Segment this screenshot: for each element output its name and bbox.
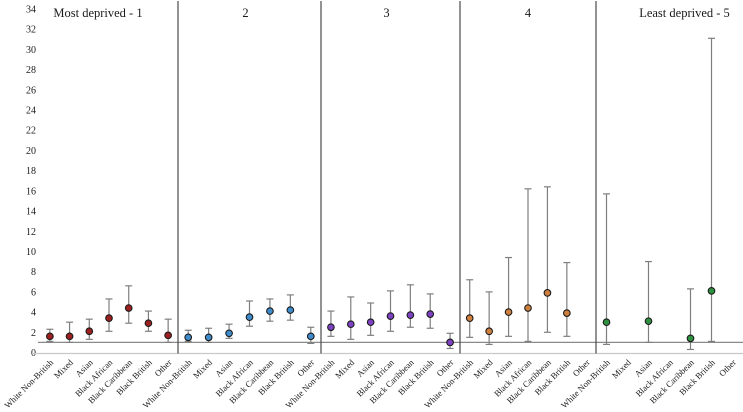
y-axis-tick-label: 10	[26, 247, 36, 258]
y-axis-tick-label: 8	[31, 267, 36, 278]
data-point-marker	[686, 334, 695, 343]
data-point-marker	[346, 320, 355, 329]
data-point-marker	[386, 312, 395, 320]
x-axis-label: Mixed	[333, 357, 357, 381]
y-axis-tick-label: 6	[31, 287, 36, 298]
data-point-marker	[327, 323, 335, 332]
data-point-marker	[485, 327, 493, 336]
y-axis-tick-label: 14	[26, 207, 36, 218]
data-point-marker	[204, 333, 213, 342]
data-point-marker	[266, 307, 274, 315]
y-axis-tick-label: 26	[26, 85, 36, 96]
y-axis-tick-label: 24	[26, 106, 36, 117]
y-axis-tick-label: 2	[31, 328, 36, 339]
data-point-marker	[465, 314, 474, 323]
data-point-marker	[543, 289, 552, 297]
panel-header: 2	[242, 6, 248, 20]
data-point-marker	[524, 304, 532, 312]
panel-header: 4	[525, 6, 532, 20]
x-axis-label: Mixed	[52, 357, 76, 381]
data-point-marker	[65, 332, 74, 341]
y-axis-tick-label: 34	[26, 5, 36, 16]
data-point-marker	[105, 314, 113, 323]
data-point-marker	[245, 313, 254, 321]
y-axis-tick-label: 28	[26, 65, 36, 76]
data-point-marker	[164, 331, 172, 340]
data-point-marker	[184, 333, 193, 342]
y-axis-tick-label: 16	[26, 186, 36, 197]
x-axis-label: Mixed	[191, 357, 215, 381]
panel-header: Least deprived - 5	[639, 6, 730, 20]
data-point-marker	[124, 304, 133, 312]
data-point-marker	[366, 318, 375, 327]
data-point-marker	[225, 329, 233, 338]
y-axis-tick-label: 4	[31, 308, 36, 319]
x-axis-label: Other	[717, 357, 738, 378]
data-point-marker	[144, 319, 153, 328]
y-axis-tick-label: 12	[26, 227, 36, 238]
panel-header: Most deprived - 1	[53, 6, 142, 20]
x-axis-label: Mixed	[471, 357, 495, 381]
y-axis-tick-label: 22	[26, 126, 36, 137]
y-axis-tick-label: 18	[26, 166, 36, 177]
y-axis-tick-label: 20	[26, 146, 36, 157]
data-point-marker	[707, 287, 716, 295]
x-axis-label: Mixed	[610, 357, 634, 381]
data-point-marker	[406, 311, 415, 319]
y-axis-tick-label: 32	[26, 25, 36, 36]
data-point-marker	[504, 308, 513, 316]
data-point-marker	[286, 306, 295, 314]
y-axis-tick-label: 30	[26, 45, 36, 56]
data-point-marker	[644, 317, 653, 326]
data-point-marker	[446, 338, 454, 347]
x-axis-label: White Non-British	[2, 357, 55, 410]
data-point-marker	[306, 332, 315, 341]
data-point-marker	[46, 332, 54, 341]
data-point-marker	[602, 318, 611, 327]
data-point-marker	[426, 310, 435, 318]
data-point-marker	[563, 309, 571, 317]
data-point-marker	[85, 327, 94, 336]
panel-header: 3	[383, 6, 389, 20]
